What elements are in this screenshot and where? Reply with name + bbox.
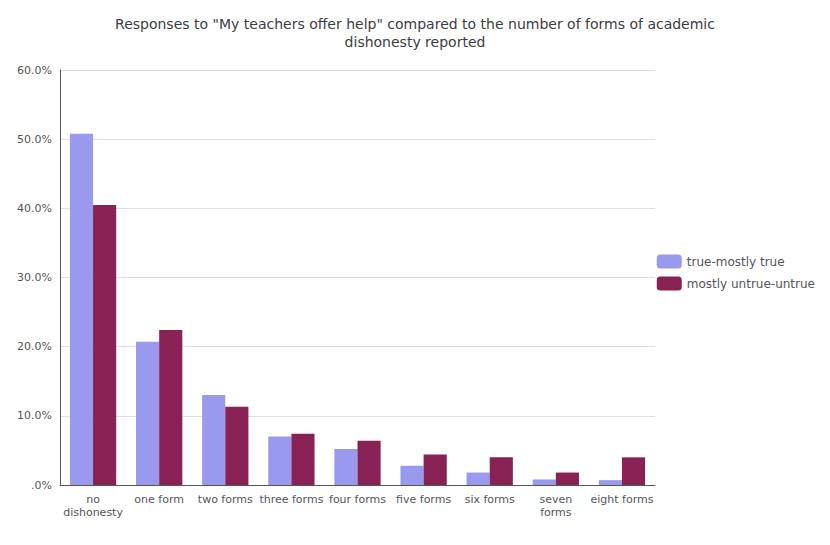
svg-text:20.0%: 20.0% [17, 340, 52, 353]
svg-text:60.0%: 60.0% [17, 64, 52, 77]
svg-text:no: no [86, 493, 100, 506]
svg-text:forms: forms [540, 506, 572, 519]
svg-text:30.0%: 30.0% [17, 271, 52, 284]
svg-text:one form: one form [134, 493, 184, 506]
svg-text:four forms: four forms [329, 493, 386, 506]
svg-text:three forms: three forms [259, 493, 323, 506]
svg-text:eight forms: eight forms [590, 493, 653, 506]
svg-text:.0%: .0% [31, 479, 52, 492]
svg-text:dishonesty: dishonesty [63, 506, 123, 519]
svg-text:mostly untrue-untrue: mostly untrue-untrue [687, 277, 815, 291]
svg-text:five forms: five forms [396, 493, 451, 506]
svg-text:10.0%: 10.0% [17, 409, 52, 422]
svg-text:50.0%: 50.0% [17, 133, 52, 146]
svg-text:seven: seven [539, 493, 572, 506]
svg-text:two forms: two forms [198, 493, 253, 506]
svg-text:six forms: six forms [465, 493, 515, 506]
svg-text:40.0%: 40.0% [17, 202, 52, 215]
svg-text:dishonesty reported: dishonesty reported [345, 34, 486, 50]
svg-text:Responses to "My teachers offe: Responses to "My teachers offer help" co… [115, 16, 715, 32]
svg-text:true-mostly true: true-mostly true [687, 255, 785, 269]
